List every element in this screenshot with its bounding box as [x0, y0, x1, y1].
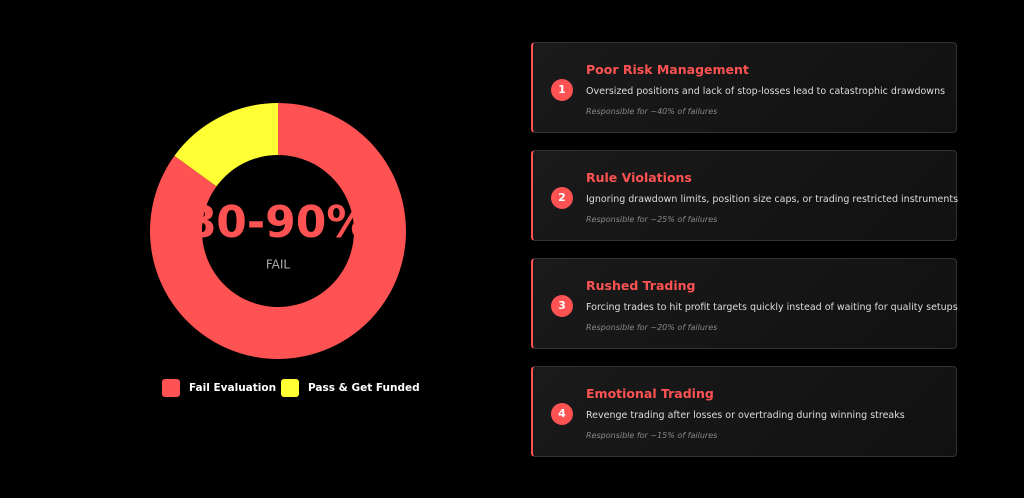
- donut-segment: [149, 103, 407, 359]
- card-note: Responsible for ~15% of failures: [586, 431, 718, 440]
- reason-card: 1 Poor Risk Management Oversized positions…: [531, 42, 957, 133]
- reason-card: 3 Rushed Trading Forcing trades to hit pro…: [531, 258, 958, 349]
- donut-segment: [174, 103, 278, 187]
- legend-label: Pass & Get Funded: [308, 382, 420, 394]
- card-title: Rule Violations: [586, 170, 692, 185]
- rank-badge: 3: [551, 295, 573, 317]
- card-description: Ignoring drawdown limits, position size …: [586, 194, 959, 205]
- legend-label: Fail Evaluation: [189, 382, 276, 394]
- card-description: Revenge trading after losses or overtrad…: [586, 410, 905, 421]
- card-title: Emotional Trading: [586, 386, 714, 401]
- rank-badge: 1: [551, 79, 573, 101]
- center-sublabel: FAIL: [266, 258, 291, 272]
- card-description: Forcing trades to hit profit targets qui…: [586, 302, 958, 313]
- card-note: Responsible for ~25% of failures: [586, 215, 718, 224]
- rank-badge: 2: [551, 187, 573, 209]
- card-note: Responsible for ~40% of failures: [586, 107, 718, 116]
- reason-card: 4 Emotional Trading Revenge trading after …: [531, 366, 957, 457]
- card-description: Oversized positions and lack of stop-los…: [586, 86, 946, 97]
- reason-card: 2 Rule Violations Ignoring drawdown limits…: [531, 150, 959, 241]
- legend-swatch: [281, 379, 299, 397]
- card-title: Rushed Trading: [586, 278, 696, 293]
- legend-swatch: [162, 379, 180, 397]
- card-note: Responsible for ~20% of failures: [586, 323, 718, 332]
- card-title: Poor Risk Management: [586, 62, 749, 77]
- center-label: 80-90%: [186, 197, 371, 248]
- rank-badge: 4: [551, 403, 573, 425]
